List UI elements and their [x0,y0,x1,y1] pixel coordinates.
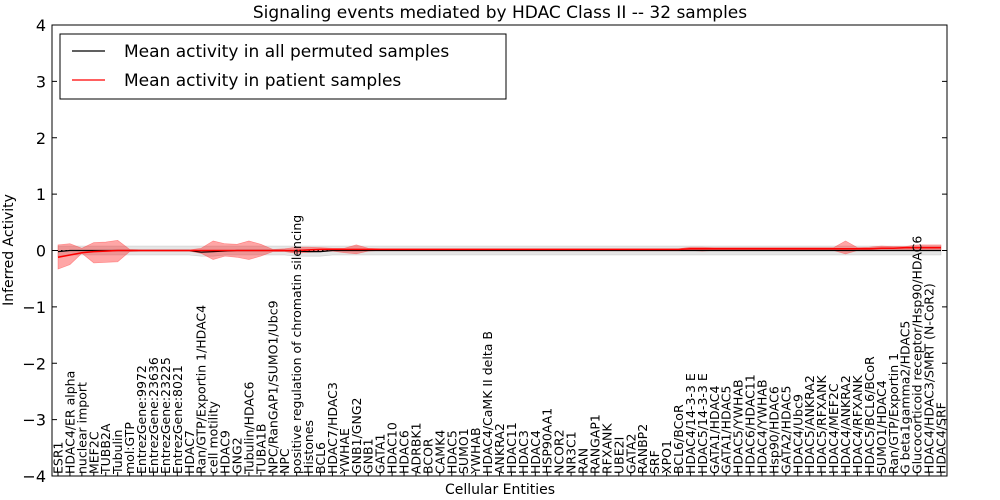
y-tick-label: 3 [36,72,46,91]
x-tick-label: HDAC4/YWHAB [755,379,770,474]
x-tick-label: HDAC5/14-3-3 E [695,373,710,474]
x-tick-label: YWHAE [337,428,352,475]
x-tick-label: Ran/GTP/Exportin 1/HDAC4 [194,305,209,474]
x-tick-label: HDAC5/YWHAB [731,379,746,474]
y-tick-label: 4 [36,16,46,35]
x-tick-label: HDAC4/HDAC3/SMRT (N-CoR2) [922,283,937,474]
x-tick-label: mol:GTP [122,422,137,474]
x-tick-label: XPO1 [659,440,674,474]
x-tick-label: G beta1gamma2/HDAC5 [898,321,913,474]
x-tick-label: RANBP2 [635,424,650,474]
y-tick-label: −3 [22,411,46,430]
x-tick-label: RAN [576,448,591,474]
x-tick-label: BCOR [420,438,435,474]
x-tick-label: HDAC4/Ubc9 [790,394,805,474]
x-tick-label: HDAC4/SRF [934,402,949,474]
x-tick-label: HDAC6 [397,430,412,474]
x-tick-label: nuclear import [74,382,89,474]
x-tick-label: HDAC9 [218,430,233,474]
x-tick-label: GATA1/HDAC4 [707,385,722,474]
x-tick-label: GATA1 [373,434,388,474]
x-tick-label: HDAC4 [528,430,543,474]
x-tick-label: Tubulin/HDAC6 [241,382,256,475]
x-tick-label: HDAC3 [516,430,531,474]
x-tick-label: EntrezGene:23636 [146,357,161,474]
legend-box [59,33,507,100]
x-tick-label: TUBA1B [253,424,268,475]
x-tick-label: RANGAP1 [587,414,602,474]
x-tick-label: Glucocorticoid receptor/Hsp90/HDAC6 [910,236,925,474]
x-tick-label: GNB1 [361,438,376,474]
x-tick-label: EntrezGene:23225 [158,357,173,474]
y-tick-label: −4 [22,467,46,486]
y-tick-label: −2 [22,354,46,373]
x-tick-label: HDAC4/14-3-3 E [683,373,698,474]
y-tick-label: 1 [36,185,46,204]
x-tick-label: CAMK4 [432,430,447,474]
x-tick-label: HDAC4/MEF2C [826,383,841,474]
x-tick-label: EntrezGene:9972 [134,365,149,474]
x-tick-label: ESR1 [51,442,66,474]
y-tick-label: 2 [36,129,46,148]
x-tick-label: HDAC4/CaMK II delta B [480,331,495,474]
x-tick-label: NR3C1 [564,431,579,474]
x-tick-label: GATA1/HDAC5 [719,386,734,474]
x-tick-label: Tubulin [110,430,125,475]
x-tick-label: GATA2 [623,434,638,474]
x-tick-label: HSP90AA1 [540,408,555,474]
x-tick-label: RFXANK [599,423,614,474]
x-tick-label: Hsp90/HDAC6 [766,386,781,474]
x-tick-label: GATA2/HDAC5 [778,386,793,474]
x-axis-label: Cellular Entities [445,482,555,498]
x-tick-label: ADRBK1 [408,422,423,474]
x-tick-label: HDAC4/ANKRA2 [838,375,853,474]
y-axis-label: Inferred Activity [1,194,17,306]
x-tick-label: HDAC10 [385,422,400,474]
legend-label-permuted: Mean activity in all permuted samples [124,42,449,62]
x-tick-label: HDAC5/RFXANK [814,375,829,474]
x-tick-label: SUMO1 [456,428,471,474]
x-tick-label: TUBB2A [98,423,113,475]
x-tick-label: NPC/RanGAP1/SUMO1/Ubc9 [265,300,280,474]
x-tick-label: Histones [301,420,316,474]
x-tick-label: HDAC4/RFXANK [850,375,865,474]
chart-title: Signaling events mediated by HDAC Class … [253,3,747,23]
x-tick-label: NCOR2 [552,429,567,474]
y-tick-label: −1 [22,298,46,317]
legend-label-patient: Mean activity in patient samples [124,71,401,91]
x-tick-label: Ran/GTP/Exportin 1 [886,353,901,474]
x-tick-label: NPC [277,448,292,474]
x-tick-label: HDAC5/ANKRA2 [802,375,817,474]
x-tick-label: positive regulation of chromatin silenci… [289,215,304,474]
x-tick-label: GNB1/GNG2 [349,398,364,474]
x-tick-label: HDAC11 [504,422,519,474]
x-tick-label: cell motility [206,400,221,474]
x-tick-label: HDAC4/ER alpha [62,371,77,474]
x-tick-label: HDAC5 [444,430,459,474]
x-tick-label: YWHAB [468,427,483,475]
x-tick-label: MEF2C [86,431,101,474]
x-tick-label: EntrezGene:8021 [170,365,185,474]
x-tick-label: SUMO1/HDAC4 [874,380,889,474]
x-tick-label: HDAC7 [182,430,197,474]
x-tick-label: BCL6 [313,442,328,474]
x-tick-label: BCL6/BCoR [671,404,686,474]
x-tick-label: HDAC7/HDAC3 [325,382,340,474]
y-tick-label: 0 [36,242,46,261]
x-tick-label: UBE2I [611,437,626,474]
x-tick-label: HDAC6/HDAC11 [743,374,758,474]
legend: Mean activity in all permuted samples Me… [59,33,507,100]
x-tick-label: SRF [647,450,662,474]
x-tick-label: GNG2 [229,437,244,474]
x-tick-label: ANKRA2 [492,423,507,474]
x-tick-label: HDAC5/BCL6/BCoR [862,356,877,474]
